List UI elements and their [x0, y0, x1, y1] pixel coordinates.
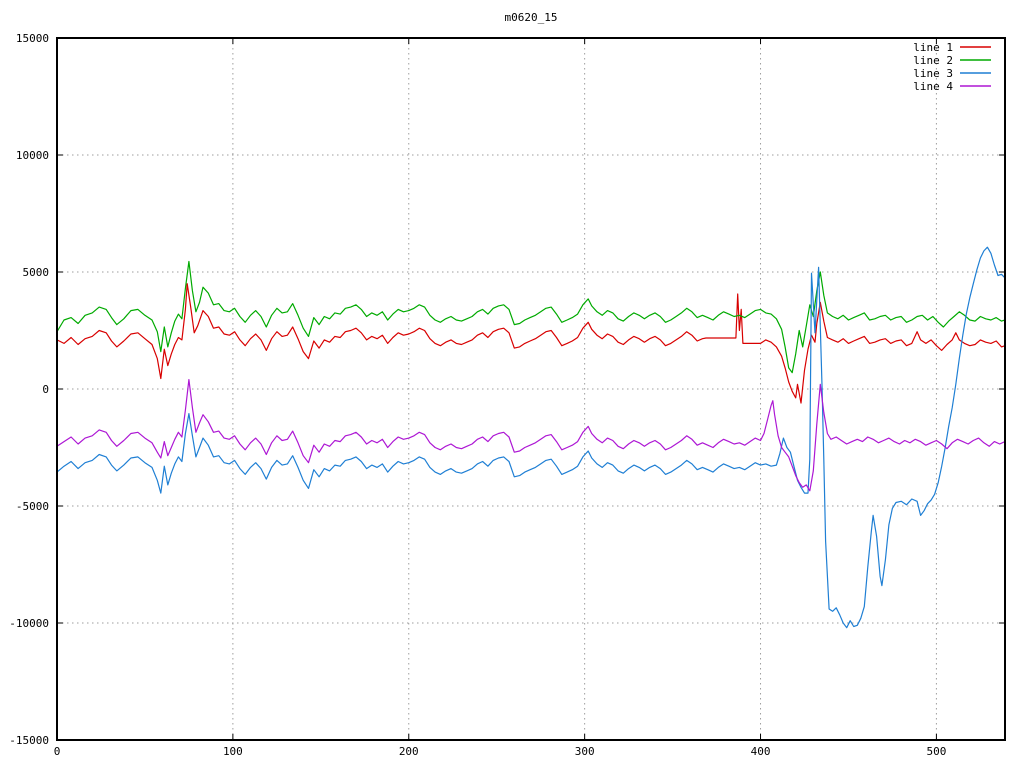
- y-tick-label: 0: [42, 383, 49, 396]
- x-tick-label: 500: [926, 745, 946, 758]
- chart-title: m0620_15: [505, 11, 558, 24]
- legend-item: line 4: [913, 80, 991, 93]
- x-tick-label: 200: [399, 745, 419, 758]
- legend-label: line 3: [913, 67, 953, 80]
- legend-label: line 4: [913, 80, 953, 93]
- y-tick-label: 10000: [16, 149, 49, 162]
- series-line-3: [56, 246, 1006, 629]
- legend-item: line 1: [913, 41, 991, 54]
- series-line-2: [56, 260, 1006, 374]
- x-tick-label: 400: [751, 745, 771, 758]
- y-tick-label: -15000: [9, 734, 49, 747]
- series-line-4: [56, 379, 1006, 492]
- x-tick-label: 100: [223, 745, 243, 758]
- x-tick-label: 0: [54, 745, 61, 758]
- y-tick-label: 5000: [23, 266, 50, 279]
- y-tick-label: -5000: [16, 500, 49, 513]
- legend-label: line 2: [913, 54, 953, 67]
- series-line-1: [56, 283, 1006, 404]
- series-layer: [56, 246, 1006, 629]
- grid-layer: [57, 38, 1005, 740]
- legend-item: line 2: [913, 54, 991, 67]
- y-tick-label: -10000: [9, 617, 49, 630]
- y-tick-label: 15000: [16, 32, 49, 45]
- legend-label: line 1: [913, 41, 953, 54]
- legend-item: line 3: [913, 67, 991, 80]
- axis-layer: 0 100 200 300 400 500 -15000 -10000 -5000 0 5000 10…: [9, 32, 1006, 758]
- x-tick-label: 300: [575, 745, 595, 758]
